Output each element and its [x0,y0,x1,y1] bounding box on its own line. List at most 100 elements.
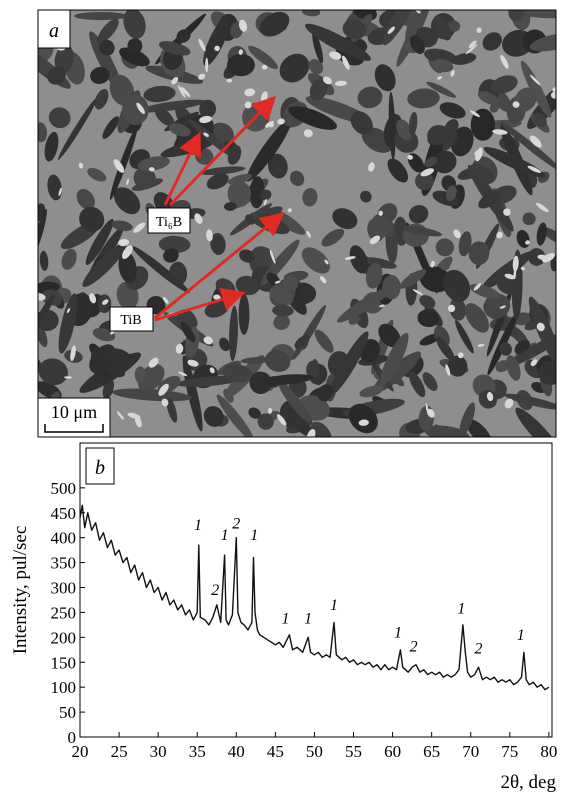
grain [378,323,401,348]
grain [402,226,443,237]
bright-phase [209,367,215,374]
grain [79,206,105,232]
grain [123,10,146,39]
bright-phase [161,398,169,407]
x-tick-label: 60 [384,742,401,761]
bright-phase [198,73,206,80]
bright-phase [268,407,273,414]
grain [248,45,278,70]
grain [279,53,310,83]
peak-label: 1 [394,624,402,641]
grain [265,349,291,372]
peak-label: 1 [221,527,229,544]
grain [227,145,242,165]
bright-phase [198,38,206,52]
bright-phase [387,26,395,34]
grain [515,407,556,437]
grain [239,249,255,263]
grain [259,11,290,37]
bright-phase [102,299,109,305]
bright-phase [542,252,556,263]
bright-phase [205,57,209,73]
grain [415,172,434,191]
grain [500,121,556,172]
grain [180,322,196,343]
grain [489,102,499,113]
bright-phase [503,208,511,216]
grain [257,413,274,430]
grain [409,371,426,398]
grain [387,158,409,183]
grain [445,185,457,202]
grain [314,329,334,353]
grain [226,53,255,77]
x-tick-label: 75 [501,742,518,761]
grain [76,188,95,210]
grain [57,97,98,160]
grain [357,86,383,109]
grain [82,242,127,288]
grain [38,208,47,256]
grain [435,238,455,257]
bright-phase [70,345,76,362]
grain [538,360,556,385]
bright-phase [334,80,347,87]
grain [99,39,115,56]
grain [349,245,368,274]
bright-phase [499,305,506,309]
bright-phase [187,359,199,367]
bright-phase [512,255,519,272]
grain [427,127,458,146]
grain [399,269,427,289]
x-tick-label: 35 [189,742,206,761]
grain [203,16,230,67]
bright-phase [322,76,332,85]
grain [87,167,107,182]
scale-bar-box [37,397,111,438]
grain [435,336,455,362]
peak-label: 1 [330,597,338,614]
bright-phase [342,55,350,70]
bright-phase [78,162,84,169]
grain [260,189,272,201]
bright-phase [319,276,327,284]
y-tick-label: 0 [68,728,77,747]
grain [210,233,226,255]
grain [459,402,476,437]
bright-phase [500,54,509,69]
grain [379,332,409,387]
grain [520,60,552,118]
grain [273,314,290,331]
phase-label: Ti₆B [156,215,182,230]
x-tick-label: 20 [72,742,89,761]
grain [302,187,318,207]
bright-phase [453,229,461,239]
grain [58,293,78,354]
grain [240,356,271,364]
grain [206,173,229,190]
bright-phase [465,44,478,55]
grain [540,226,556,246]
bright-phase [277,118,285,125]
grain [163,248,179,263]
bright-phase [437,76,443,80]
panel-label: a [49,20,59,42]
bright-phase [536,322,545,332]
grain [94,89,109,110]
bright-phase [118,238,130,247]
bright-phase [303,129,313,138]
bright-phase [148,357,159,368]
bright-phase [89,293,97,304]
grain [514,87,537,112]
y-tick-label: 450 [51,504,77,523]
bright-phase [520,266,525,271]
grain [245,214,256,225]
y-tick-label: 50 [59,703,76,722]
bright-phase [504,398,514,409]
grain [447,20,461,32]
grain [289,170,305,187]
grain [222,364,253,383]
grain [433,150,457,174]
grain [61,248,77,270]
